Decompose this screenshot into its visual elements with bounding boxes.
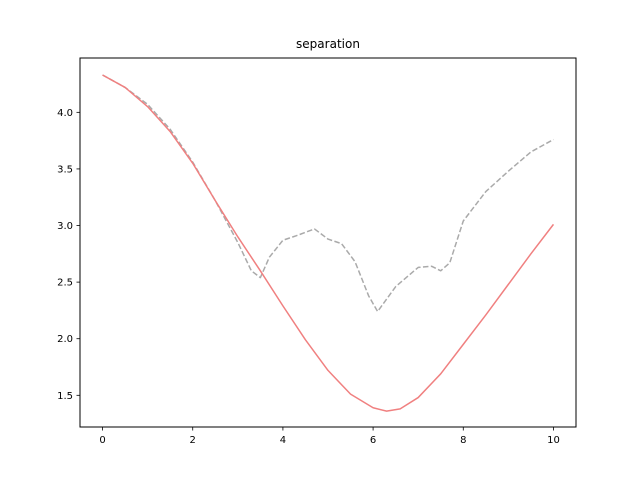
plot-area xyxy=(102,74,555,412)
plot-frame xyxy=(79,57,577,428)
y-tick-label: 3.5 xyxy=(57,164,73,175)
x-tick-label: 2 xyxy=(190,435,196,446)
y-tick-label: 4.0 xyxy=(57,108,73,119)
x-tick-label: 8 xyxy=(460,435,466,446)
x-axis: 0 2 4 6 8 10 xyxy=(99,427,560,446)
y-tick-label: 3.0 xyxy=(57,221,73,232)
series-line-1 xyxy=(102,74,555,412)
x-tick-label: 6 xyxy=(370,435,376,446)
series-line-0 xyxy=(102,74,554,313)
x-tick-label: 0 xyxy=(99,435,105,446)
y-tick-label: 1.5 xyxy=(57,391,73,402)
x-tick-label: 10 xyxy=(547,435,560,446)
y-tick-label: 2.5 xyxy=(57,278,73,289)
chart-title: separation xyxy=(296,37,360,51)
x-tick-label: 4 xyxy=(280,435,286,446)
y-axis: 1.5 2.0 2.5 3.0 3.5 4.0 xyxy=(57,108,80,402)
y-tick-label: 2.0 xyxy=(57,334,73,345)
